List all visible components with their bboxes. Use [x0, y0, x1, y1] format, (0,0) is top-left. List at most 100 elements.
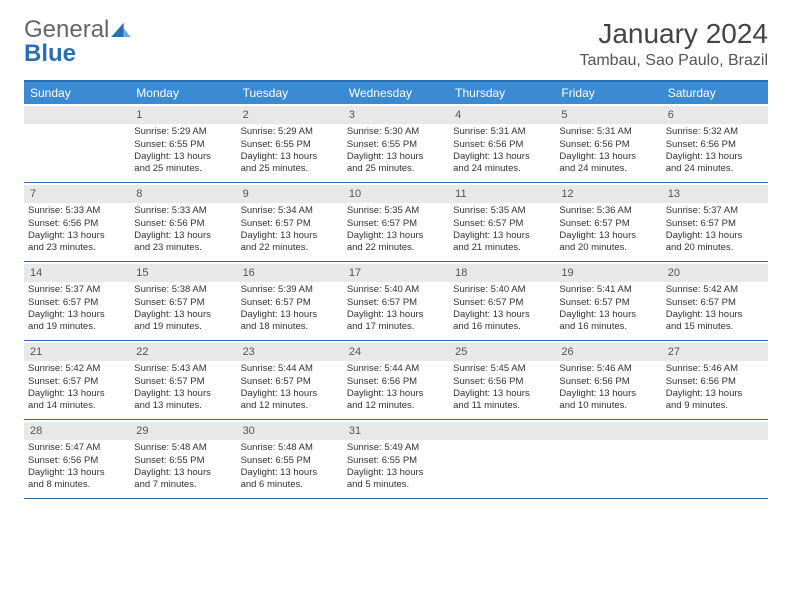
- day-sunrise: Sunrise: 5:49 AM: [347, 442, 445, 454]
- day-number: 7: [24, 185, 130, 203]
- day-cell: 3Sunrise: 5:30 AMSunset: 6:55 PMDaylight…: [343, 104, 449, 182]
- day-daylight1: Daylight: 13 hours: [559, 388, 657, 400]
- day-cell: [449, 420, 555, 498]
- day-sunrise: Sunrise: 5:46 AM: [559, 363, 657, 375]
- day-sunrise: Sunrise: 5:41 AM: [559, 284, 657, 296]
- day-sunset: Sunset: 6:55 PM: [241, 455, 339, 467]
- week-row: 7Sunrise: 5:33 AMSunset: 6:56 PMDaylight…: [24, 183, 768, 262]
- day-number: 29: [130, 422, 236, 440]
- day-number: 10: [343, 185, 449, 203]
- day-daylight2: and 17 minutes.: [347, 321, 445, 333]
- logo-text-general: General: [24, 18, 109, 42]
- day-cell: 31Sunrise: 5:49 AMSunset: 6:55 PMDayligh…: [343, 420, 449, 498]
- day-sunset: Sunset: 6:57 PM: [666, 297, 764, 309]
- day-cell: 4Sunrise: 5:31 AMSunset: 6:56 PMDaylight…: [449, 104, 555, 182]
- day-daylight2: and 20 minutes.: [666, 242, 764, 254]
- day-number: 8: [130, 185, 236, 203]
- day-cell: 13Sunrise: 5:37 AMSunset: 6:57 PMDayligh…: [662, 183, 768, 261]
- day-sunset: Sunset: 6:56 PM: [28, 218, 126, 230]
- day-daylight2: and 6 minutes.: [241, 479, 339, 491]
- day-number: 25: [449, 343, 555, 361]
- day-sunset: Sunset: 6:56 PM: [559, 376, 657, 388]
- day-daylight1: Daylight: 13 hours: [666, 388, 764, 400]
- day-daylight2: and 25 minutes.: [241, 163, 339, 175]
- day-daylight1: Daylight: 13 hours: [134, 151, 232, 163]
- day-daylight1: Daylight: 13 hours: [241, 388, 339, 400]
- day-cell: 28Sunrise: 5:47 AMSunset: 6:56 PMDayligh…: [24, 420, 130, 498]
- day-daylight1: Daylight: 13 hours: [134, 309, 232, 321]
- weekday-header: Tuesday: [237, 82, 343, 104]
- day-daylight1: Daylight: 13 hours: [559, 230, 657, 242]
- day-daylight2: and 22 minutes.: [347, 242, 445, 254]
- day-number: 14: [24, 264, 130, 282]
- day-sunrise: Sunrise: 5:31 AM: [453, 126, 551, 138]
- day-daylight1: Daylight: 13 hours: [666, 309, 764, 321]
- day-daylight2: and 25 minutes.: [134, 163, 232, 175]
- day-sunrise: Sunrise: 5:29 AM: [134, 126, 232, 138]
- logo-text-blue: Blue: [24, 42, 131, 66]
- day-sunrise: Sunrise: 5:48 AM: [241, 442, 339, 454]
- day-daylight1: Daylight: 13 hours: [666, 151, 764, 163]
- day-cell: 17Sunrise: 5:40 AMSunset: 6:57 PMDayligh…: [343, 262, 449, 340]
- day-cell: 8Sunrise: 5:33 AMSunset: 6:56 PMDaylight…: [130, 183, 236, 261]
- day-cell: 26 Sunrise: 5:46 AMSunset: 6:56 PMDayligh…: [555, 341, 661, 419]
- day-sunset: Sunset: 6:55 PM: [347, 455, 445, 467]
- day-sunrise: Sunrise: 5:40 AM: [453, 284, 551, 296]
- day-sunrise: Sunrise: 5:29 AM: [241, 126, 339, 138]
- day-daylight1: Daylight: 13 hours: [28, 230, 126, 242]
- day-cell: 12Sunrise: 5:36 AMSunset: 6:57 PMDayligh…: [555, 183, 661, 261]
- day-sunrise: Sunrise: 5:35 AM: [453, 205, 551, 217]
- day-sunset: Sunset: 6:57 PM: [28, 297, 126, 309]
- day-daylight2: and 16 minutes.: [453, 321, 551, 333]
- day-number: 5: [555, 106, 661, 124]
- day-daylight1: Daylight: 13 hours: [559, 309, 657, 321]
- day-daylight1: Daylight: 13 hours: [134, 388, 232, 400]
- day-daylight2: and 18 minutes.: [241, 321, 339, 333]
- day-sunset: Sunset: 6:57 PM: [241, 376, 339, 388]
- logo-triangle-icon: [111, 18, 131, 42]
- day-daylight2: and 12 minutes.: [347, 400, 445, 412]
- day-number: 26: [555, 343, 661, 361]
- day-daylight2: and 11 minutes.: [453, 400, 551, 412]
- day-daylight2: and 12 minutes.: [241, 400, 339, 412]
- day-cell: [24, 104, 130, 182]
- day-sunset: Sunset: 6:55 PM: [347, 139, 445, 151]
- day-daylight1: Daylight: 13 hours: [453, 309, 551, 321]
- week-row: 21Sunrise: 5:42 AMSunset: 6:57 PMDayligh…: [24, 341, 768, 420]
- day-cell: 9Sunrise: 5:34 AMSunset: 6:57 PMDaylight…: [237, 183, 343, 261]
- day-sunset: Sunset: 6:57 PM: [347, 297, 445, 309]
- day-number: 18: [449, 264, 555, 282]
- weekday-header: Sunday: [24, 82, 130, 104]
- day-daylight2: and 5 minutes.: [347, 479, 445, 491]
- day-sunrise: Sunrise: 5:45 AM: [453, 363, 551, 375]
- day-sunset: Sunset: 6:57 PM: [347, 218, 445, 230]
- day-number: 16: [237, 264, 343, 282]
- day-daylight2: and 13 minutes.: [134, 400, 232, 412]
- day-sunset: Sunset: 6:56 PM: [347, 376, 445, 388]
- day-daylight2: and 23 minutes.: [28, 242, 126, 254]
- day-number: 13: [662, 185, 768, 203]
- day-daylight2: and 21 minutes.: [453, 242, 551, 254]
- day-daylight2: and 25 minutes.: [347, 163, 445, 175]
- day-sunset: Sunset: 6:57 PM: [241, 297, 339, 309]
- day-sunset: Sunset: 6:56 PM: [28, 455, 126, 467]
- day-sunset: Sunset: 6:55 PM: [134, 455, 232, 467]
- day-number: 4: [449, 106, 555, 124]
- day-daylight2: and 20 minutes.: [559, 242, 657, 254]
- day-daylight2: and 14 minutes.: [28, 400, 126, 412]
- day-cell: 21Sunrise: 5:42 AMSunset: 6:57 PMDayligh…: [24, 341, 130, 419]
- day-cell: 30Sunrise: 5:48 AMSunset: 6:55 PMDayligh…: [237, 420, 343, 498]
- day-number: 3: [343, 106, 449, 124]
- day-cell: 2Sunrise: 5:29 AMSunset: 6:55 PMDaylight…: [237, 104, 343, 182]
- day-daylight1: Daylight: 13 hours: [28, 467, 126, 479]
- day-sunrise: Sunrise: 5:37 AM: [666, 205, 764, 217]
- day-sunset: Sunset: 6:56 PM: [453, 139, 551, 151]
- day-sunset: Sunset: 6:57 PM: [453, 297, 551, 309]
- day-cell: [555, 420, 661, 498]
- day-sunset: Sunset: 6:57 PM: [241, 218, 339, 230]
- week-row: 28Sunrise: 5:47 AMSunset: 6:56 PMDayligh…: [24, 420, 768, 499]
- day-daylight1: Daylight: 13 hours: [241, 230, 339, 242]
- weekday-header: Monday: [130, 82, 236, 104]
- day-sunset: Sunset: 6:57 PM: [134, 297, 232, 309]
- day-number: 28: [24, 422, 130, 440]
